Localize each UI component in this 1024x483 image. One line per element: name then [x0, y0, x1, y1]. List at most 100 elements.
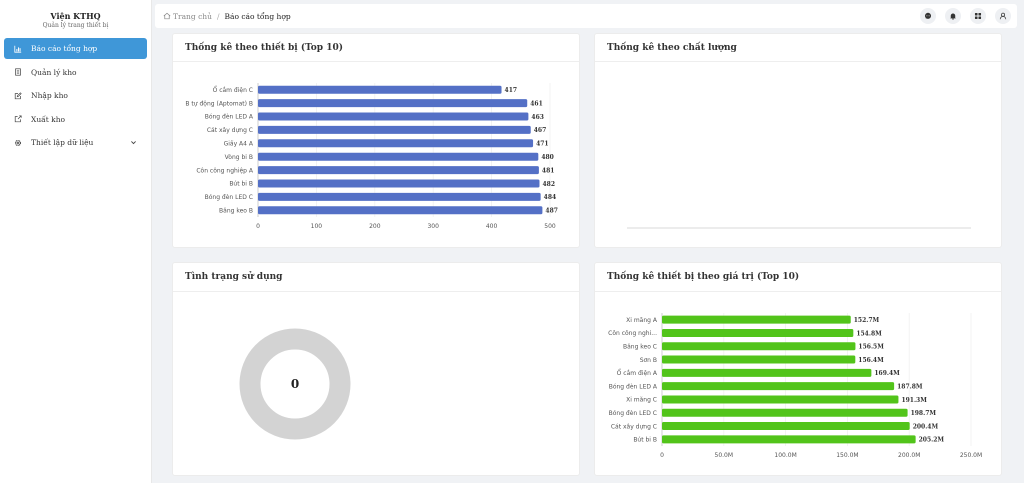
bar-value-label: 487 [545, 208, 558, 215]
x-tick-label: 0 [256, 223, 260, 230]
category-label: Bóng đèn LED C [609, 410, 657, 417]
bar [258, 192, 541, 201]
card-usage-status: Tình trạng sử dụng 0 [172, 262, 580, 476]
x-tick-label: 500 [544, 223, 556, 230]
x-tick-label: 50.0M [715, 452, 734, 459]
card-device-stats: Thống kê theo thiết bị (Top 10) 0 100 200 3… [172, 33, 580, 248]
bar [662, 315, 851, 324]
x-tick-label: 200 [369, 223, 381, 230]
user-button[interactable] [995, 8, 1011, 24]
card-value-stats: Thống kê thiết bị theo giá trị (Top 10) … [594, 262, 1002, 476]
sidebar-item-bao-cao-tong-hop[interactable]: Báo cáo tổng hợp [4, 38, 147, 59]
bar-value-label: 205.2M [919, 437, 945, 444]
header-actions [920, 8, 1011, 24]
bar-value-label: 152.7M [854, 317, 880, 324]
bar [662, 382, 895, 391]
device-bar-chart: 0 100 200 300 400 500 Ổ cắm điện C 417 B tự động… [185, 83, 558, 230]
card-quality-stats: Thống kê theo chất lượng [594, 33, 1002, 248]
category-label: Bóng đèn LED A [205, 114, 254, 121]
bar-value-label: 463 [531, 114, 544, 121]
bar-value-label: 200.4M [913, 423, 939, 430]
sidebar-item-thiet-lap-du-lieu[interactable]: Thiết lập dữ liệu [4, 132, 147, 153]
bell-icon [950, 13, 956, 20]
category-label: Xi măng C [626, 397, 657, 404]
bar [662, 328, 854, 337]
brand-title: Viện KTHQ [50, 11, 101, 21]
user-icon [999, 12, 1007, 20]
card-title-quality: Thống kê theo chất lượng [595, 34, 1001, 62]
bar [662, 395, 899, 404]
bar-value-label: 169.4M [874, 370, 900, 377]
bar [662, 368, 872, 377]
donut-ring [239, 328, 351, 440]
apps-button[interactable] [970, 8, 986, 24]
notification-button[interactable] [945, 8, 961, 24]
chat-icon [924, 12, 932, 19]
bar-chart-icon [14, 45, 22, 53]
category-label: Bút bi B [633, 437, 657, 444]
bar-value-label: 471 [536, 141, 549, 148]
bar [662, 408, 908, 417]
x-tick-label: 200.0M [898, 452, 920, 459]
export-icon [14, 115, 22, 123]
bar [258, 166, 539, 175]
edit-icon [14, 91, 22, 100]
donut-center-value: 0 [291, 377, 299, 391]
card-title-usage: Tình trạng sử dụng [173, 263, 579, 292]
bar-value-label: 480 [541, 154, 554, 161]
sidebar-item-nhap-kho[interactable]: Nhập kho [4, 85, 147, 106]
bar-value-label: 198.7M [911, 410, 937, 417]
gear-icon [14, 139, 22, 147]
apps-icon [974, 12, 982, 20]
sidebar-item-xuat-kho[interactable]: Xuất kho [4, 109, 147, 130]
quality-chart [627, 227, 971, 229]
value-bar-chart: 0 50.0M 100.0M 150.0M 200.0M 250.0M Xi măng A 1… [608, 313, 982, 459]
sidebar: Viện KTHQ Quản lý trang thiết bị Báo cáo… [0, 0, 152, 483]
sidebar-item-label: Xuất kho [31, 114, 66, 124]
bar [258, 99, 528, 108]
bar-value-label: 156.5M [858, 344, 884, 351]
bar [258, 125, 531, 134]
x-tick-label: 150.0M [836, 452, 858, 459]
sidebar-menu: Báo cáo tổng hợp Quản lý kho Nhập kho Xu… [0, 38, 151, 153]
bar-value-label: 484 [544, 194, 557, 201]
category-label: B tự động (Aptomat) B [185, 100, 253, 107]
bar [662, 342, 856, 351]
category-label: Xi măng A [626, 317, 658, 324]
category-label: Bóng đèn LED A [609, 383, 658, 390]
category-label: Vòng bi B [225, 154, 253, 161]
category-label: Ổ cắm điện A [617, 369, 658, 377]
x-tick-label: 250.0M [960, 452, 982, 459]
chevron-down-icon[interactable] [130, 139, 137, 146]
chat-button[interactable] [920, 8, 936, 24]
bar [258, 206, 543, 215]
brand: Viện KTHQ Quản lý trang thiết bị [0, 0, 151, 38]
category-label: Băng keo C [623, 343, 657, 350]
category-label: Ổ cắm điện C [213, 86, 253, 94]
category-label: Sơn B [640, 357, 657, 364]
sidebar-item-label: Nhập kho [31, 91, 68, 100]
sidebar-item-label: Thiết lập dữ liệu [31, 138, 94, 147]
breadcrumb-home[interactable]: Trang chủ [163, 12, 212, 21]
category-label: Bóng đèn LED C [205, 194, 253, 201]
x-tick-label: 0 [660, 452, 664, 459]
top-header: Trang chủ / Báo cáo tổng hợp [155, 4, 1017, 28]
breadcrumb-separator: / [216, 11, 220, 21]
sidebar-item-quan-ly-kho[interactable]: Quản lý kho [4, 62, 147, 83]
category-label: Côn công nghi... [608, 330, 657, 337]
category-label: Giấy A4 A [224, 141, 254, 148]
bar-value-label: 156.4M [858, 357, 884, 364]
sidebar-item-label: Quản lý kho [31, 67, 77, 77]
bar-value-label: 481 [542, 167, 555, 174]
breadcrumb-current: Báo cáo tổng hợp [224, 11, 291, 21]
category-label: Băng keo B [219, 208, 253, 215]
home-icon [163, 12, 171, 20]
x-tick-label: 400 [486, 223, 498, 230]
category-label: Côn công nghiệp A [196, 167, 254, 174]
bar [258, 179, 540, 188]
bar [258, 112, 529, 121]
sidebar-item-label: Báo cáo tổng hợp [31, 44, 98, 53]
breadcrumb-home-label: Trang chủ [173, 11, 212, 21]
bar-value-label: 482 [542, 181, 555, 188]
bar-value-label: 467 [534, 127, 547, 134]
